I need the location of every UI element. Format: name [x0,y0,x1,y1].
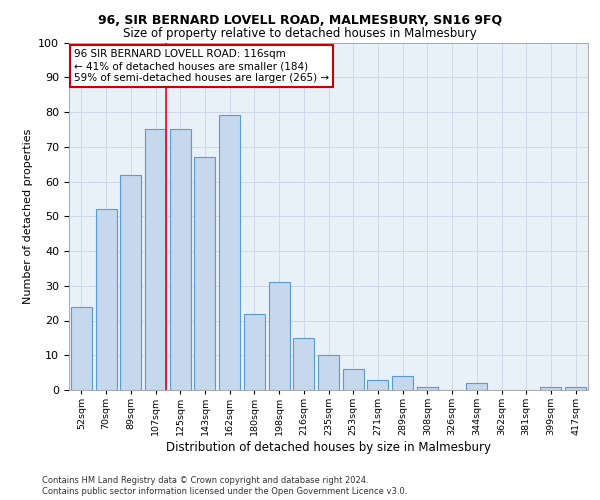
X-axis label: Distribution of detached houses by size in Malmesbury: Distribution of detached houses by size … [166,441,491,454]
Bar [194,157,215,390]
Bar [565,386,586,390]
Bar [145,130,166,390]
Y-axis label: Number of detached properties: Number of detached properties [23,128,33,304]
Bar [392,376,413,390]
Text: 96, SIR BERNARD LOVELL ROAD, MALMESBURY, SN16 9FQ: 96, SIR BERNARD LOVELL ROAD, MALMESBURY,… [98,14,502,27]
Bar [120,174,141,390]
Bar [71,306,92,390]
Bar [343,369,364,390]
Bar [318,355,339,390]
Bar [269,282,290,390]
Bar [541,386,562,390]
Bar [219,116,240,390]
Bar [244,314,265,390]
Text: 96 SIR BERNARD LOVELL ROAD: 116sqm
← 41% of detached houses are smaller (184)
59: 96 SIR BERNARD LOVELL ROAD: 116sqm ← 41%… [74,50,329,82]
Text: Size of property relative to detached houses in Malmesbury: Size of property relative to detached ho… [123,28,477,40]
Bar [293,338,314,390]
Bar [367,380,388,390]
Text: Contains HM Land Registry data © Crown copyright and database right 2024.: Contains HM Land Registry data © Crown c… [42,476,368,485]
Bar [417,386,438,390]
Bar [170,130,191,390]
Bar [95,210,116,390]
Text: Contains public sector information licensed under the Open Government Licence v3: Contains public sector information licen… [42,487,407,496]
Bar [466,383,487,390]
